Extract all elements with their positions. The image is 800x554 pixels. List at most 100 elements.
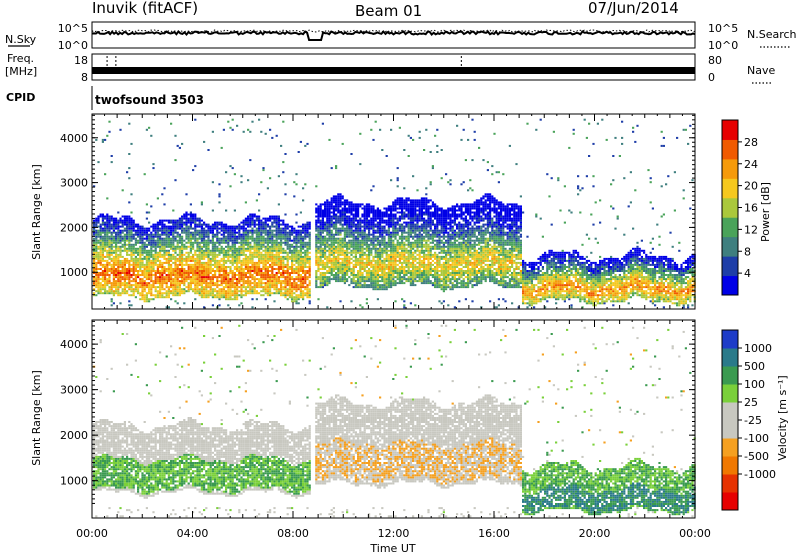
power-cell [383, 221, 386, 224]
power-cell [178, 284, 181, 287]
power-cell [240, 261, 243, 264]
power-cell [198, 280, 201, 283]
power-cell [379, 263, 382, 266]
power-cell [264, 257, 267, 260]
power-cell [220, 290, 223, 293]
power-cell [269, 253, 272, 256]
power-cell [350, 221, 353, 224]
power-cell [372, 237, 375, 240]
power-cell [275, 272, 278, 274]
power-cell [150, 268, 153, 270]
power-cell [374, 209, 377, 212]
power-cell [365, 235, 368, 238]
power-cell [372, 243, 375, 246]
power-cell [117, 241, 120, 244]
power-cell [128, 122, 131, 125]
power-cell [154, 255, 157, 258]
power-cell [216, 280, 219, 283]
power-cell [337, 261, 340, 264]
power-cell [214, 225, 217, 228]
power-cell [282, 276, 285, 279]
power-cell [390, 266, 393, 268]
power-cell [130, 239, 133, 242]
power-cell [196, 266, 199, 268]
power-cell [229, 286, 232, 289]
power-cell [266, 233, 269, 236]
power-cell [335, 237, 338, 240]
power-cell [110, 259, 113, 262]
power-cell [271, 268, 274, 270]
power-cell [368, 253, 371, 256]
power-cell [139, 233, 142, 236]
power-cell [260, 284, 263, 287]
power-cell [260, 130, 263, 133]
power-cell [231, 251, 234, 254]
power-cell [348, 259, 351, 262]
power-cell [326, 245, 329, 248]
power-cell [253, 280, 256, 283]
power-cell [128, 225, 131, 228]
power-cell [189, 217, 192, 220]
power-cell [115, 274, 118, 276]
power-cell [106, 278, 109, 281]
power-cell [398, 219, 401, 222]
power-cell [339, 257, 342, 260]
power-cell [266, 294, 269, 297]
power-cell [172, 253, 175, 256]
power-cell [359, 235, 362, 238]
power-cell [363, 286, 366, 289]
power-cell [357, 219, 360, 222]
power-cell [282, 223, 285, 226]
power-cell [143, 233, 146, 236]
power-cell [220, 284, 223, 287]
power-cell [273, 225, 276, 228]
power-cell [258, 270, 261, 272]
power-cell [308, 274, 311, 276]
power-cell [352, 203, 355, 206]
power-cell [376, 213, 379, 216]
power-cell [269, 288, 272, 291]
power-cell [236, 298, 239, 301]
power-cell [306, 245, 309, 248]
power-cell [167, 272, 170, 274]
power-cell [233, 284, 236, 287]
power-cell [95, 231, 98, 234]
power-cell [368, 257, 371, 260]
power-cell [152, 286, 155, 289]
power-cell [207, 255, 210, 258]
power-cell [101, 263, 104, 266]
power-cell [183, 292, 186, 295]
power-cell [161, 225, 164, 228]
power-cell [385, 241, 388, 244]
power-cell [209, 259, 212, 262]
power-cell [225, 292, 228, 295]
power-cell [170, 274, 173, 276]
power-cell [273, 247, 276, 250]
power-cell [148, 229, 151, 232]
power-cell [405, 263, 408, 266]
power-cell [407, 229, 410, 232]
power-cell [152, 284, 155, 287]
power-cell [277, 227, 280, 230]
power-cell [337, 199, 340, 202]
power-cell [392, 219, 395, 222]
power-cell [130, 237, 133, 240]
power-cell [110, 270, 113, 272]
power-cell [130, 217, 133, 220]
power-cell [258, 209, 261, 212]
power-cell [308, 270, 311, 272]
power-cell [405, 274, 408, 276]
power-cell [101, 270, 104, 272]
power-cell [365, 247, 368, 250]
nsky-tick-top: 10^5 [58, 22, 88, 35]
power-cell [93, 270, 96, 272]
power-cell [218, 221, 221, 224]
power-cell [394, 282, 397, 285]
power-cell [359, 221, 362, 224]
power-cell [192, 255, 195, 258]
power-cell [363, 221, 366, 224]
power-cell [194, 223, 197, 226]
power-cell [337, 195, 340, 198]
power-cell [286, 290, 289, 293]
power-cell [280, 290, 283, 293]
